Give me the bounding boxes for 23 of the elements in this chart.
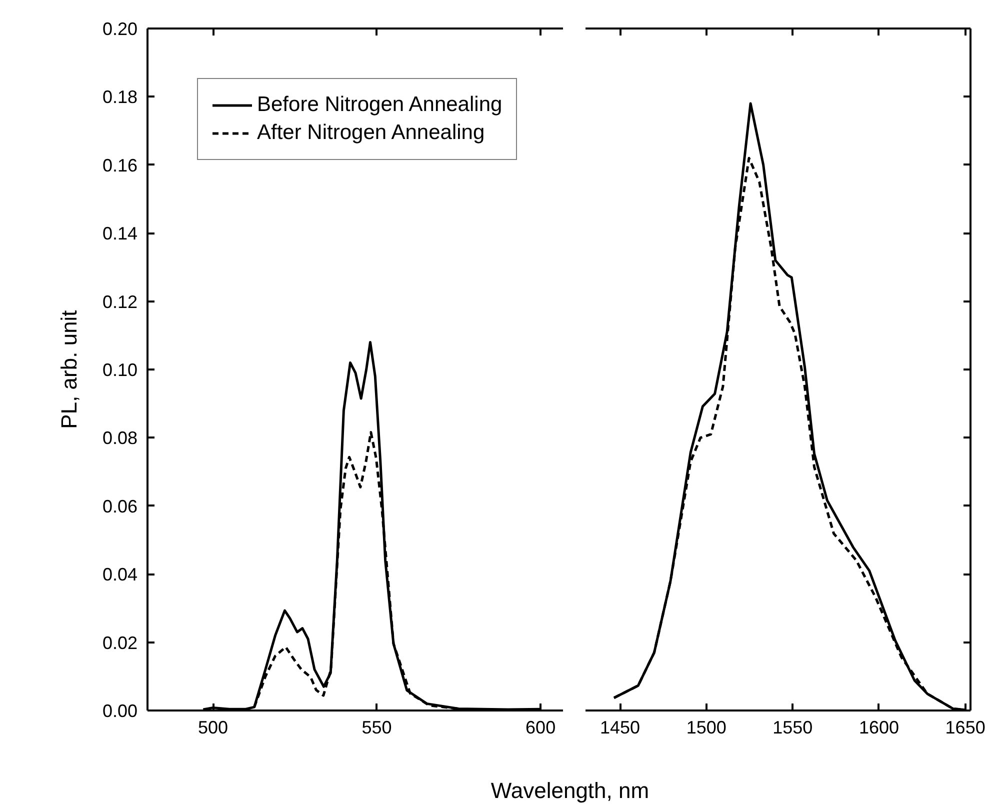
x-tick-label: 1600 [858,718,900,738]
x-tick-label: 600 [526,718,556,738]
x-tick-label: 1550 [772,718,813,738]
legend-label: Before Nitrogen Annealing [257,93,502,117]
y-tick-label: 0.08 [102,428,138,448]
legend-label: After Nitrogen Annealing [257,121,485,145]
x-tick-label: 550 [362,718,392,738]
y-tick-label: 0.20 [102,19,138,39]
y-tick-label: 0.06 [102,496,138,516]
y-tick-label: 0.04 [102,564,138,585]
x-tick-label: 500 [198,718,228,738]
y-tick-label: 0.02 [102,632,138,653]
y-tick-label: 0.12 [102,292,138,312]
x-tick-label: 1450 [600,718,640,738]
x-axis-title: Wavelength, nm [490,777,650,804]
y-tick-label: 0.16 [102,155,138,176]
y-tick-label: 0.18 [102,87,138,108]
y-tick-label: 0.14 [102,224,138,244]
y-tick-label: 0.00 [102,701,138,721]
y-axis-title: PL, arb. unit [56,310,82,429]
x-tick-label: 1650 [945,718,986,738]
y-tick-label: 0.10 [102,360,138,380]
x-tick-label: 1500 [686,718,726,738]
